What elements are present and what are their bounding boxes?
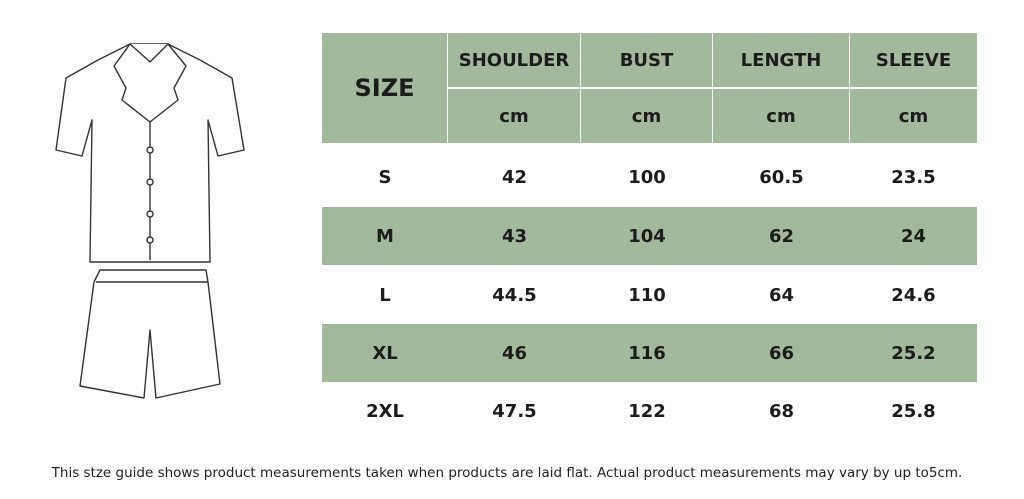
- measurement: 24.6: [891, 284, 936, 306]
- footer-note: This stze guide shows product measuremen…: [51, 465, 963, 481]
- column-header: SHOULDER: [448, 33, 580, 87]
- measurement: 60.5: [759, 166, 804, 188]
- size-label: 2XL: [366, 400, 404, 422]
- column-unit: cm: [581, 89, 712, 143]
- corner-header: SIZE: [322, 33, 447, 143]
- measurement: 100: [628, 166, 666, 188]
- size-label: XL: [322, 324, 448, 382]
- measurement: 122: [628, 400, 666, 422]
- measurement: 25.8: [891, 400, 936, 422]
- measurement: 64: [768, 284, 795, 306]
- measurement: 66: [713, 324, 850, 382]
- measurement: 44.5: [492, 284, 537, 306]
- measurement: 43: [448, 207, 581, 265]
- measurement: 104: [581, 207, 713, 265]
- measurement: 62: [713, 207, 850, 265]
- measurement: 25.2: [850, 324, 977, 382]
- measurement: 47.5: [492, 400, 537, 422]
- measurement: 24: [850, 207, 977, 265]
- measurement: 46: [448, 324, 581, 382]
- garment-illustration: [55, 43, 245, 399]
- size-label: L: [379, 284, 391, 306]
- size-label: M: [322, 207, 448, 265]
- measurement: 42: [501, 166, 528, 188]
- column-unit: cm: [850, 89, 977, 143]
- column-header: SLEEVE: [850, 33, 977, 87]
- measurement: 116: [581, 324, 713, 382]
- measurement: 68: [768, 400, 795, 422]
- column-unit: cm: [713, 89, 849, 143]
- column-header: LENGTH: [713, 33, 849, 87]
- measurement: 23.5: [891, 166, 936, 188]
- measurement: 110: [628, 284, 666, 306]
- column-header: BUST: [581, 33, 712, 87]
- size-label: S: [378, 166, 392, 188]
- column-unit: cm: [448, 89, 580, 143]
